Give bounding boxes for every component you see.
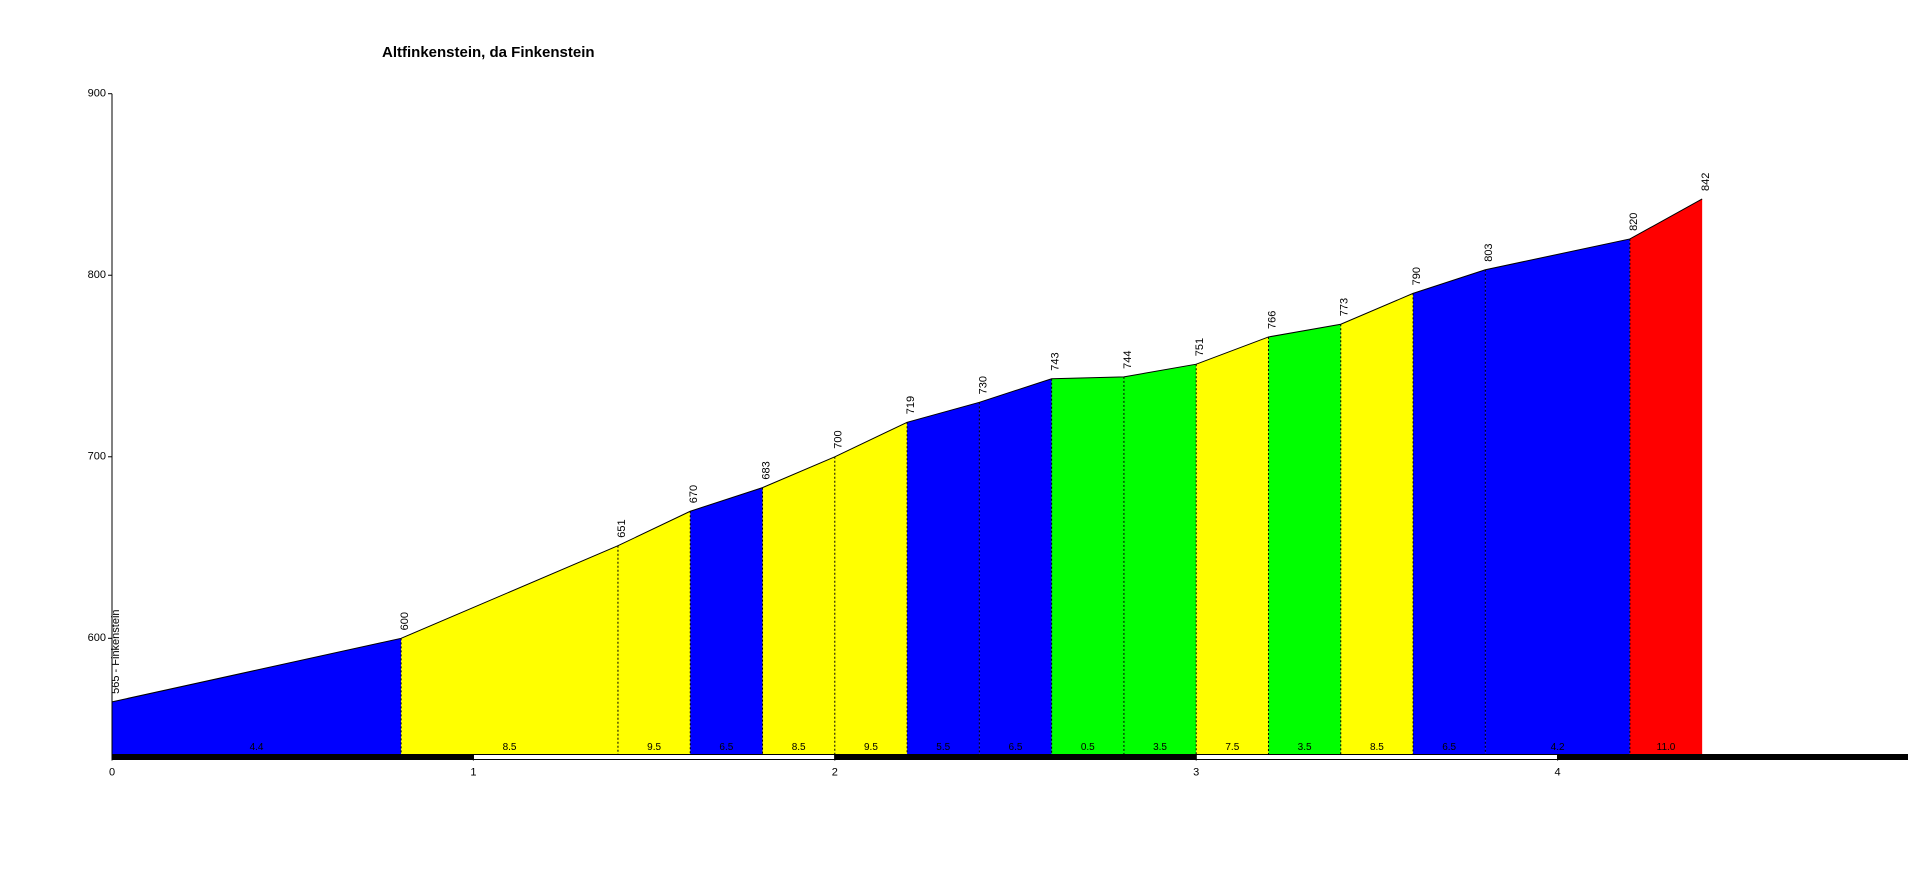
gradient-label: 0.5 [1081, 742, 1095, 753]
elevation-label: 565 - Finkenstein [110, 609, 122, 693]
segment [1123, 364, 1197, 755]
elevation-label: 744 [1122, 351, 1134, 369]
segment [1268, 324, 1341, 755]
segment [1340, 293, 1414, 755]
elevation-label: 790 [1411, 267, 1423, 285]
gradient-label: 11.0 [1657, 742, 1676, 753]
segment [762, 456, 835, 755]
elevation-label: 670 [688, 485, 700, 503]
segment [1196, 336, 1269, 755]
elevation-label: 730 [977, 376, 989, 394]
gradient-label: 6.5 [1009, 742, 1023, 753]
segment [401, 545, 618, 755]
segment [1629, 198, 1703, 755]
segment [617, 511, 691, 755]
segment [834, 422, 908, 755]
gradient-label: 3.5 [1298, 742, 1312, 753]
segment [112, 638, 402, 755]
x-tick-label: 0 [109, 766, 115, 778]
segment [979, 378, 1052, 755]
y-tick-label: 900 [88, 88, 106, 100]
elevation-label: 766 [1266, 311, 1278, 329]
elevation-label: 700 [833, 430, 845, 448]
y-tick-label: 600 [88, 632, 106, 644]
axis-bar [1195, 754, 1559, 760]
gradient-label: 4.2 [1551, 742, 1565, 753]
gradient-label: 3.5 [1153, 742, 1167, 753]
axis-bar [834, 754, 1197, 760]
gradient-label: 8.5 [503, 742, 517, 753]
chart-title: Altfinkenstein, da Finkenstein [382, 44, 595, 61]
gradient-label: 4.4 [250, 742, 264, 753]
elevation-label: 743 [1050, 352, 1062, 370]
elevation-label: 773 [1339, 298, 1351, 316]
y-tick-label: 700 [88, 451, 106, 463]
elevation-label: 683 [760, 461, 772, 479]
segment [1485, 238, 1630, 755]
gradient-label: 8.5 [792, 742, 806, 753]
elevation-label: 600 [399, 612, 411, 630]
elevation-label: 651 [616, 519, 628, 537]
segment [690, 487, 763, 755]
gradient-label: 8.5 [1370, 742, 1384, 753]
profile-line [111, 198, 1703, 703]
axis-bar [1557, 754, 1908, 760]
y-tick-label: 800 [88, 269, 106, 281]
x-tick-label: 2 [832, 766, 838, 778]
elevation-label: 820 [1628, 213, 1640, 231]
axis-bar [111, 754, 474, 760]
gradient-label: 9.5 [647, 742, 661, 753]
gradient-label: 6.5 [719, 742, 733, 753]
elevation-label: 803 [1483, 243, 1495, 261]
gradient-label: 7.5 [1225, 742, 1239, 753]
segment [907, 402, 980, 755]
elevation-label: 842 [1700, 173, 1712, 191]
gradient-label: 9.5 [864, 742, 878, 753]
gradient-label: 6.5 [1442, 742, 1456, 753]
x-tick-label: 4 [1555, 766, 1561, 778]
elevation-label: 751 [1194, 338, 1206, 356]
segment [1413, 269, 1486, 755]
x-tick-label: 1 [470, 766, 476, 778]
elevation-label: 719 [905, 396, 917, 414]
axis-bar [472, 754, 836, 760]
x-tick-label: 3 [1193, 766, 1199, 778]
gradient-label: 5.5 [936, 742, 950, 753]
segment [1051, 376, 1124, 755]
